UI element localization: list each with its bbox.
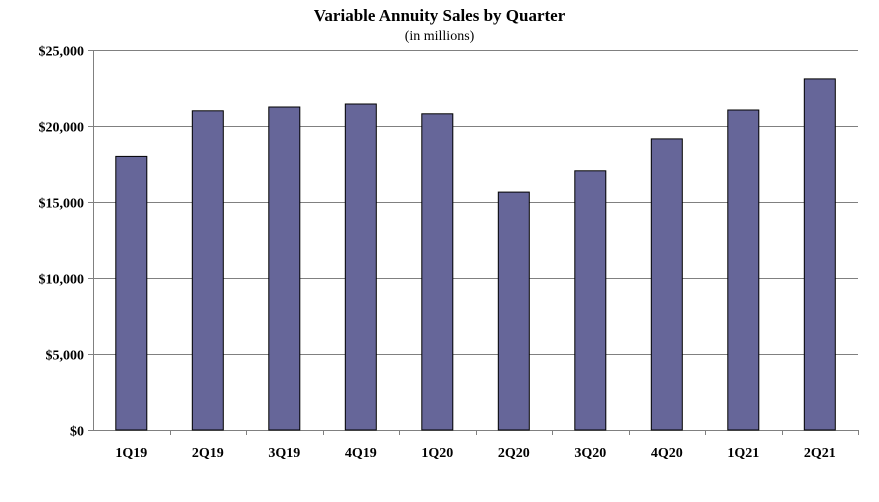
bar [497,191,530,431]
x-tick-label: 4Q20 [651,446,683,461]
bar [268,106,301,431]
y-tick-label: $10,000 [39,273,85,288]
bar [803,78,836,431]
y-tick-label: $15,000 [39,197,85,212]
y-tick-label: $25,000 [39,45,85,60]
bar [191,110,224,431]
y-tick-label: $20,000 [39,121,85,136]
x-tick-label: 1Q21 [727,446,759,461]
bar [421,113,454,431]
x-tick-label: 4Q19 [345,446,377,461]
y-tick-label: $5,000 [46,349,85,364]
x-tick-label: 2Q20 [498,446,530,461]
x-tick-label: 3Q19 [268,446,300,461]
x-tick-label: 3Q20 [574,446,606,461]
bar [115,155,148,431]
x-tick-label: 2Q21 [804,446,836,461]
x-tick-label: 2Q19 [192,446,224,461]
x-tick-label: 1Q19 [115,446,147,461]
bar [727,109,760,431]
bar [344,103,377,431]
chart-title: Variable Annuity Sales by Quarter [313,6,566,25]
chart-subtitle: (in millions) [404,29,475,44]
x-tick-label: 1Q20 [421,446,453,461]
bar [650,138,683,431]
y-tick-label: $0 [70,425,84,440]
bar [574,170,607,431]
